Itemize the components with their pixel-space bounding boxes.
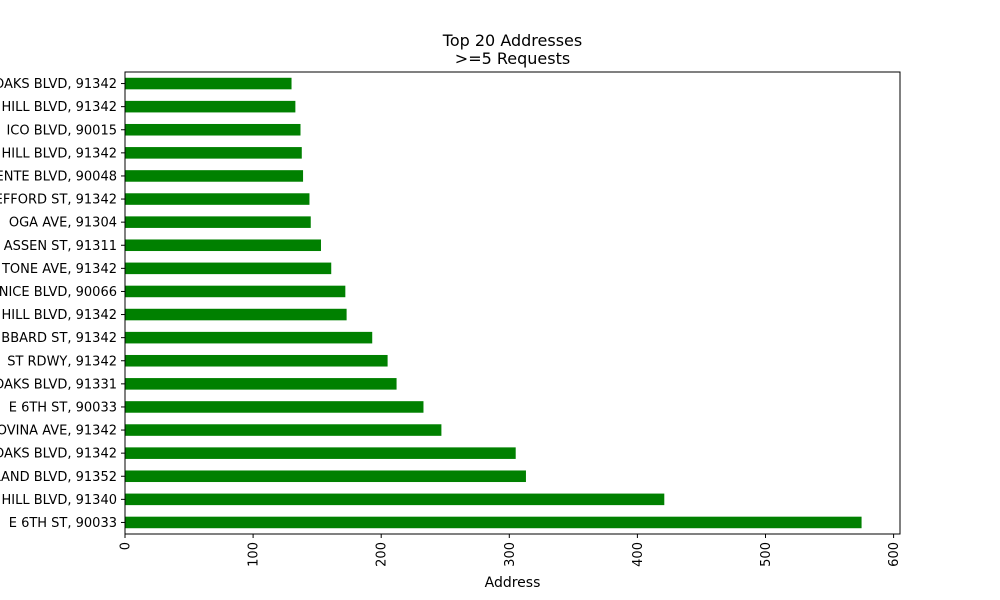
y-tick-label: NICE BLVD, 90066	[0, 285, 117, 300]
x-tick-label: 0	[119, 542, 134, 550]
y-tick-label: OGA AVE, 91304	[9, 216, 117, 231]
bar	[125, 262, 332, 275]
plot-frame	[124, 71, 901, 535]
bar-group	[125, 77, 862, 529]
y-tick-label: OAKS BLVD, 91342	[0, 77, 117, 92]
bar	[125, 447, 516, 459]
bar	[125, 470, 526, 483]
y-tick-label: LAND BLVD, 91352	[0, 470, 117, 485]
bar	[125, 100, 296, 113]
bar	[125, 493, 665, 506]
bar	[125, 77, 292, 90]
y-tick-label: TONE AVE, 91342	[1, 262, 117, 277]
y-tick-label: EFFORD ST, 91342	[0, 193, 117, 208]
y-tick-label: ICO BLVD, 90015	[6, 123, 117, 138]
y-tick-label: HILL BLVD, 91342	[2, 100, 117, 115]
bar	[125, 285, 346, 298]
y-tick-label: BBARD ST, 91342	[1, 331, 117, 346]
y-axis: E 6TH ST, 90033 HILL BLVD, 91340 LAND BLVD…	[0, 77, 125, 531]
bar	[125, 170, 304, 182]
y-tick-label: ST RDWY, 91342	[7, 354, 117, 369]
bar	[125, 193, 310, 205]
bar	[125, 239, 321, 252]
bar	[125, 216, 311, 228]
x-axis-label: Address	[485, 575, 541, 591]
x-tick-label: 600	[887, 542, 902, 567]
chart-title: Top 20 Addresses >=5 Requests	[442, 31, 582, 68]
chart-title-line-1: Top 20 Addresses	[442, 31, 582, 50]
bar	[125, 424, 442, 436]
x-tick-label: 200	[375, 542, 390, 567]
bar	[125, 516, 862, 529]
y-tick-label: OVINA AVE, 91342	[0, 424, 117, 439]
bar	[125, 331, 373, 344]
x-tick-label: 500	[759, 542, 774, 567]
y-tick-label: HILL BLVD, 91342	[2, 308, 117, 323]
bar	[125, 147, 302, 159]
y-tick-label: E 6TH ST, 90033	[9, 516, 117, 531]
y-tick-label: ASSEN ST, 91311	[4, 239, 117, 254]
bar	[125, 354, 388, 367]
chart-title-line-2: >=5 Requests	[455, 49, 570, 68]
y-tick-label: E 6TH ST, 90033	[9, 400, 117, 415]
y-tick-label: ENTE BLVD, 90048	[0, 169, 117, 184]
bar	[125, 378, 397, 390]
bar	[125, 308, 347, 321]
x-tick-label: 400	[631, 542, 646, 567]
bar	[125, 401, 424, 413]
y-tick-label: OAKS BLVD, 91342	[0, 447, 117, 462]
bar	[125, 123, 301, 136]
x-axis: 0 100 200 300 400 500 600	[119, 534, 902, 567]
x-tick-label: 100	[247, 542, 262, 567]
x-tick-label: 300	[503, 542, 518, 567]
y-tick-label: HILL BLVD, 91340	[2, 493, 117, 508]
y-tick-label: HILL BLVD, 91342	[2, 146, 117, 161]
y-tick-label: OAKS BLVD, 91331	[0, 377, 117, 392]
